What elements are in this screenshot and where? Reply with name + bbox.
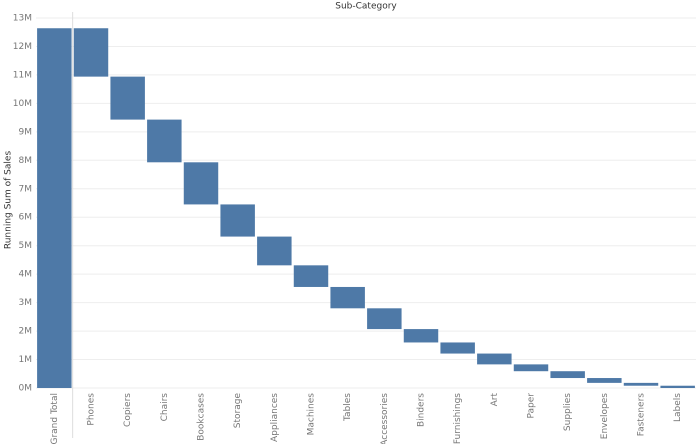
x-tick-label: Supplies	[563, 393, 573, 431]
x-tick-label: Binders	[417, 393, 427, 427]
bar	[623, 382, 659, 386]
x-tick-label: Copiers	[123, 393, 133, 427]
bar	[660, 385, 695, 388]
y-tick-label: 11M	[13, 70, 32, 80]
x-tick-label: Art	[490, 393, 500, 407]
y-tick-label: 2M	[19, 327, 33, 337]
y-tick-label: 10M	[13, 99, 32, 109]
bar	[403, 329, 439, 343]
y-tick-label: 1M	[19, 355, 33, 365]
chart-title: Sub-Category	[335, 2, 397, 12]
x-tick-label: Grand Total	[50, 393, 60, 444]
x-tick-label: Envelopes	[600, 393, 610, 440]
bar	[513, 364, 549, 372]
y-axis-label: Running Sum of Sales	[4, 151, 14, 250]
x-tick-label: Paper	[527, 393, 537, 419]
y-tick-label: 3M	[19, 298, 33, 308]
x-tick-label: Storage	[233, 393, 243, 429]
y-tick-label: 12M	[13, 42, 32, 52]
y-tick-label: 7M	[19, 184, 33, 194]
bar	[293, 265, 329, 287]
bar	[220, 204, 255, 237]
bar	[73, 28, 109, 77]
y-tick-label: 8M	[19, 156, 33, 166]
bar	[257, 236, 292, 266]
y-tick-label: 5M	[19, 241, 33, 251]
y-tick-label: 13M	[13, 14, 32, 24]
bar	[147, 119, 182, 163]
x-tick-label: Bookcases	[197, 393, 207, 441]
bar	[367, 308, 402, 330]
y-tick-label: 9M	[19, 127, 33, 137]
bar	[330, 286, 365, 309]
x-tick-label: Accessories	[380, 393, 390, 444]
x-tick-label: Tables	[343, 393, 353, 422]
y-tick-label: 4M	[19, 270, 33, 280]
y-tick-label: 6M	[19, 213, 33, 223]
bar	[440, 342, 475, 354]
bar	[587, 378, 622, 383]
x-tick-label: Machines	[307, 393, 317, 436]
bar	[37, 28, 72, 388]
bar	[110, 76, 145, 120]
bar	[183, 162, 219, 205]
bar	[550, 371, 585, 379]
x-tick-label: Phones	[87, 393, 97, 426]
x-tick-label: Labels	[673, 393, 683, 422]
y-tick-label: 0M	[19, 384, 33, 394]
x-tick-label: Furnishings	[453, 393, 463, 444]
bar	[477, 353, 512, 365]
x-tick-label: Chairs	[160, 393, 170, 422]
x-tick-label: Appliances	[270, 393, 280, 442]
x-tick-label: Fasteners	[637, 393, 647, 437]
